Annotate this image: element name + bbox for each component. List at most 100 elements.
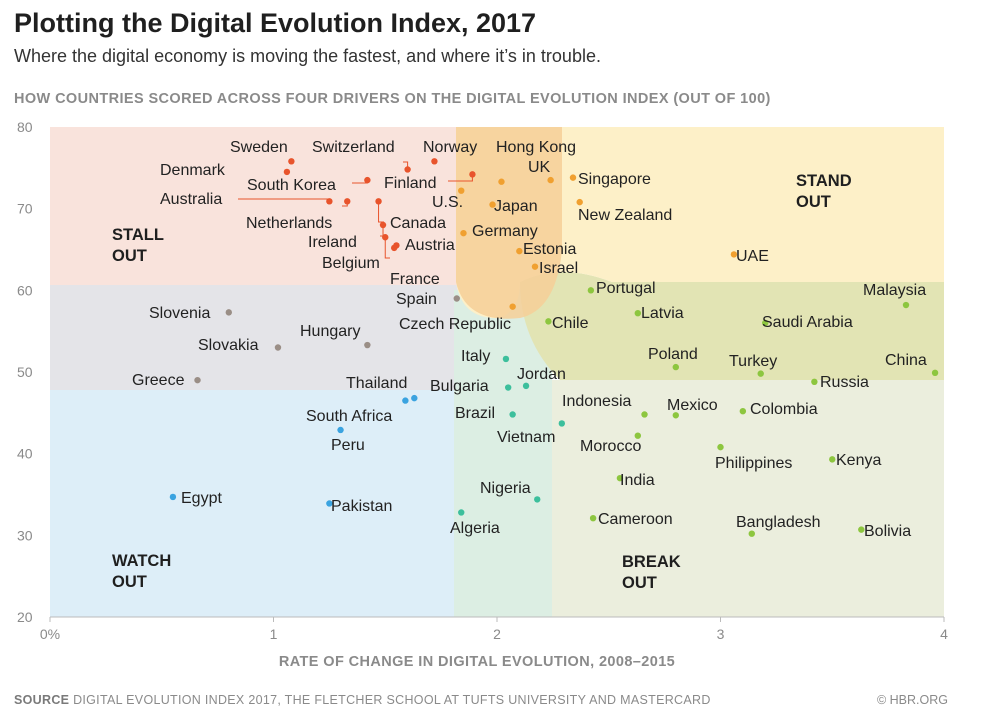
point-south-korea xyxy=(364,176,371,184)
point-netherlands xyxy=(344,198,351,205)
zone-stand-out xyxy=(456,127,944,319)
point-kenya xyxy=(829,456,836,463)
zone-layer xyxy=(50,127,944,617)
label-kenya: Kenya xyxy=(836,452,881,469)
point-switzerland xyxy=(404,166,411,173)
zone-label-stall-out: STALL xyxy=(112,226,164,244)
point-slovenia xyxy=(225,309,232,316)
zone-neutral xyxy=(50,285,530,390)
label-colombia: Colombia xyxy=(750,401,818,418)
label-australia: Australia xyxy=(160,191,222,208)
point-finland xyxy=(469,171,476,178)
label-hungary: Hungary xyxy=(300,323,360,340)
point-norway xyxy=(431,158,438,165)
point-algeria xyxy=(458,509,465,516)
x-tick-label: 2 xyxy=(493,626,501,642)
point-russia xyxy=(811,378,818,385)
point-australia xyxy=(326,198,333,205)
label-nigeria: Nigeria xyxy=(480,480,531,497)
label-mexico: Mexico xyxy=(667,397,718,414)
point-czech-republic xyxy=(509,303,516,310)
label-vietnam: Vietnam xyxy=(497,429,555,446)
point-brazil xyxy=(509,411,516,418)
label-malaysia: Malaysia xyxy=(863,282,926,299)
point-indonesia xyxy=(641,411,648,418)
label-ireland: Ireland xyxy=(308,234,357,251)
point-estonia xyxy=(516,247,523,255)
zone-break-out xyxy=(552,380,944,617)
point-philippines xyxy=(717,443,724,451)
label-uk: UK xyxy=(528,159,551,176)
label-turkey: Turkey xyxy=(729,353,777,370)
y-tick-label: 30 xyxy=(17,527,33,543)
label-south-africa: South Africa xyxy=(306,408,392,425)
point-bulgaria xyxy=(504,384,512,391)
point-bolivia xyxy=(858,526,865,533)
y-tick-label: 70 xyxy=(17,201,33,217)
x-axis-title: RATE OF CHANGE IN DIGITAL EVOLUTION, 200… xyxy=(279,654,675,670)
label-jordan: Jordan xyxy=(517,366,566,383)
chart-title: Plotting the Digital Evolution Index, 20… xyxy=(14,8,537,38)
point-germany xyxy=(460,229,467,237)
label-peru: Peru xyxy=(331,437,365,454)
point-singapore xyxy=(569,174,577,181)
zone-watch-out xyxy=(50,390,454,617)
x-tick-label: 4 xyxy=(940,626,948,642)
label-finland: Finland xyxy=(384,175,436,192)
y-tick-label: 40 xyxy=(17,446,33,462)
label-new-zealand: New Zealand xyxy=(578,207,672,224)
label-japan: Japan xyxy=(494,198,538,215)
y-tick-label: 80 xyxy=(17,119,33,135)
point-cameroon xyxy=(589,514,597,522)
point-denmark xyxy=(283,168,291,176)
label-norway: Norway xyxy=(423,139,477,156)
label-hong-kong: Hong Kong xyxy=(496,139,576,156)
point-turkey xyxy=(757,370,764,377)
label-germany: Germany xyxy=(472,223,538,240)
label-france: France xyxy=(390,271,440,288)
source-label: SOURCE xyxy=(14,693,70,707)
y-tick-label: 60 xyxy=(17,282,33,298)
point-morocco xyxy=(634,432,642,439)
label-switzerland: Switzerland xyxy=(312,139,395,156)
point-canada xyxy=(375,198,382,205)
label-slovenia: Slovenia xyxy=(149,305,210,322)
label-poland: Poland xyxy=(648,346,698,363)
label-italy: Italy xyxy=(461,348,490,365)
label-chile: Chile xyxy=(552,315,589,332)
label-denmark: Denmark xyxy=(160,162,226,179)
series-watch-out: Thailand South Africa Peru Egypt Pakistan xyxy=(169,375,418,515)
point-colombia xyxy=(739,408,747,415)
point-portugal xyxy=(587,287,595,294)
series-break-out: Portugal Latvia Chile Malaysia Saudi Arabia P… xyxy=(545,280,939,540)
point-south-africa xyxy=(402,397,409,404)
point-india xyxy=(616,474,624,482)
label-sweden: Sweden xyxy=(230,139,288,156)
label-latvia: Latvia xyxy=(641,305,684,322)
label-india: India xyxy=(620,472,655,489)
axes: 20 30 40 50 60 70 80 0% 1 2 3 4 RATE OF CHANGE IN DI… xyxy=(17,119,948,670)
label-philippines: Philippines xyxy=(715,455,792,472)
label-egypt: Egypt xyxy=(181,490,222,507)
label-greece: Greece xyxy=(132,372,185,389)
zone-label-stand-out: STAND xyxy=(796,172,852,190)
point-mexico xyxy=(672,412,679,419)
label-bulgaria: Bulgaria xyxy=(430,378,489,395)
label-russia: Russia xyxy=(820,374,869,391)
label-netherlands: Netherlands xyxy=(246,215,332,232)
point-uae xyxy=(730,251,738,258)
zone-label-break-out: OUT xyxy=(622,574,657,592)
point-peru xyxy=(337,426,344,434)
zone-label-stall-out: OUT xyxy=(112,247,147,265)
point-u-s xyxy=(458,187,465,194)
x-tick-label: 0% xyxy=(40,626,60,642)
point-chile xyxy=(545,318,552,325)
zone-label-stand-out: OUT xyxy=(796,193,831,211)
point-thailand xyxy=(411,394,418,402)
y-tick-label: 20 xyxy=(17,609,33,625)
point-pakistan xyxy=(326,500,333,507)
